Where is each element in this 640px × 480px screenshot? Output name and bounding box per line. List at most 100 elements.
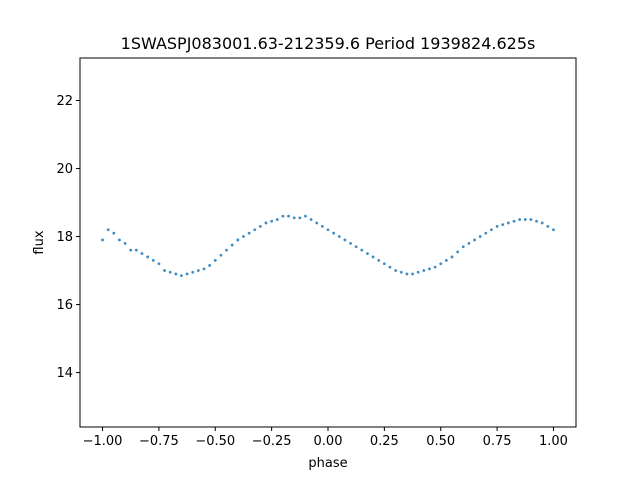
data-point (247, 231, 251, 235)
data-point (129, 248, 133, 252)
data-point (490, 228, 493, 232)
data-point (512, 219, 516, 223)
data-point (433, 265, 437, 269)
data-point (422, 269, 426, 272)
data-point (495, 224, 499, 228)
data-point (287, 214, 290, 218)
y-tick-label: 20 (56, 162, 73, 177)
data-point (213, 258, 217, 262)
x-tick-label: −0.25 (252, 434, 292, 449)
data-point (208, 264, 212, 267)
y-tick-label: 16 (56, 298, 73, 313)
data-point (450, 255, 454, 259)
data-point (185, 272, 189, 276)
data-point (332, 231, 336, 235)
data-point (315, 221, 319, 225)
data-point (106, 228, 110, 232)
data-point (292, 216, 296, 220)
data-point (140, 252, 144, 255)
x-tick-label: 0.50 (426, 434, 455, 449)
data-point (320, 224, 324, 228)
data-point (484, 231, 488, 235)
x-tick-label: 0.25 (370, 434, 399, 449)
data-point (281, 214, 285, 218)
data-point (388, 265, 392, 269)
x-axis: −1.00 −0.75 −0.50 −0.25 0.00 0.25 0.50 0.75 1.00 (83, 427, 568, 449)
data-point (382, 262, 386, 266)
data-point (168, 270, 172, 274)
data-point (270, 219, 274, 223)
data-point (343, 238, 347, 242)
data-point (399, 270, 403, 274)
data-point (366, 252, 369, 255)
x-tick-label: 0.75 (483, 434, 512, 449)
data-point (467, 241, 471, 245)
data-point (518, 218, 522, 221)
data-point (146, 255, 150, 259)
data-point (405, 272, 409, 276)
x-tick-label: 1.00 (539, 434, 568, 449)
data-point (309, 218, 313, 221)
data-point (180, 274, 183, 278)
data-point (478, 235, 482, 238)
y-axis-label: flux (32, 230, 47, 254)
x-axis-label: phase (308, 456, 347, 471)
data-point (546, 224, 550, 228)
data-point (264, 221, 268, 225)
data-point (101, 238, 104, 242)
data-point (535, 219, 538, 223)
data-point (253, 228, 257, 232)
data-point (501, 223, 505, 227)
data-point (354, 245, 358, 249)
data-point (258, 224, 262, 228)
y-tick-label: 22 (56, 94, 73, 109)
data-point (225, 248, 228, 252)
x-tick-label: 0.00 (314, 434, 343, 449)
data-point (349, 241, 352, 245)
data-point (191, 270, 195, 274)
data-point (157, 262, 161, 266)
data-point (337, 235, 341, 238)
data-point (304, 214, 307, 218)
data-point (230, 243, 234, 247)
data-point (456, 250, 460, 254)
data-point (196, 269, 200, 272)
x-tick-label: −0.75 (139, 434, 179, 449)
y-tick-label: 14 (56, 366, 73, 381)
data-point (151, 258, 155, 262)
data-point (529, 218, 533, 221)
data-point (275, 218, 279, 221)
data-point (461, 245, 465, 249)
data-point (326, 228, 330, 232)
data-point (540, 221, 544, 225)
data-point (394, 269, 398, 272)
data-point (444, 258, 448, 262)
x-tick-label: −1.00 (83, 434, 123, 449)
data-point (428, 267, 431, 271)
chart-title: 1SWASPJ083001.63-212359.6 Period 1939824… (121, 34, 536, 53)
data-point (552, 228, 555, 232)
data-point (163, 269, 166, 272)
data-point (411, 272, 414, 276)
data-point (473, 238, 476, 242)
data-point (134, 248, 138, 252)
data-points (101, 214, 555, 278)
data-point (377, 258, 381, 262)
data-point (123, 241, 127, 245)
data-point (523, 218, 527, 221)
data-point (236, 238, 240, 242)
data-point (360, 248, 364, 252)
data-point (219, 253, 223, 257)
data-point (439, 262, 443, 266)
data-point (202, 267, 206, 271)
x-tick-label: −0.50 (195, 434, 235, 449)
data-point (118, 238, 121, 242)
y-tick-label: 18 (56, 230, 73, 245)
data-point (298, 216, 302, 220)
data-point (242, 235, 245, 238)
data-point (506, 221, 510, 225)
data-point (416, 270, 420, 274)
